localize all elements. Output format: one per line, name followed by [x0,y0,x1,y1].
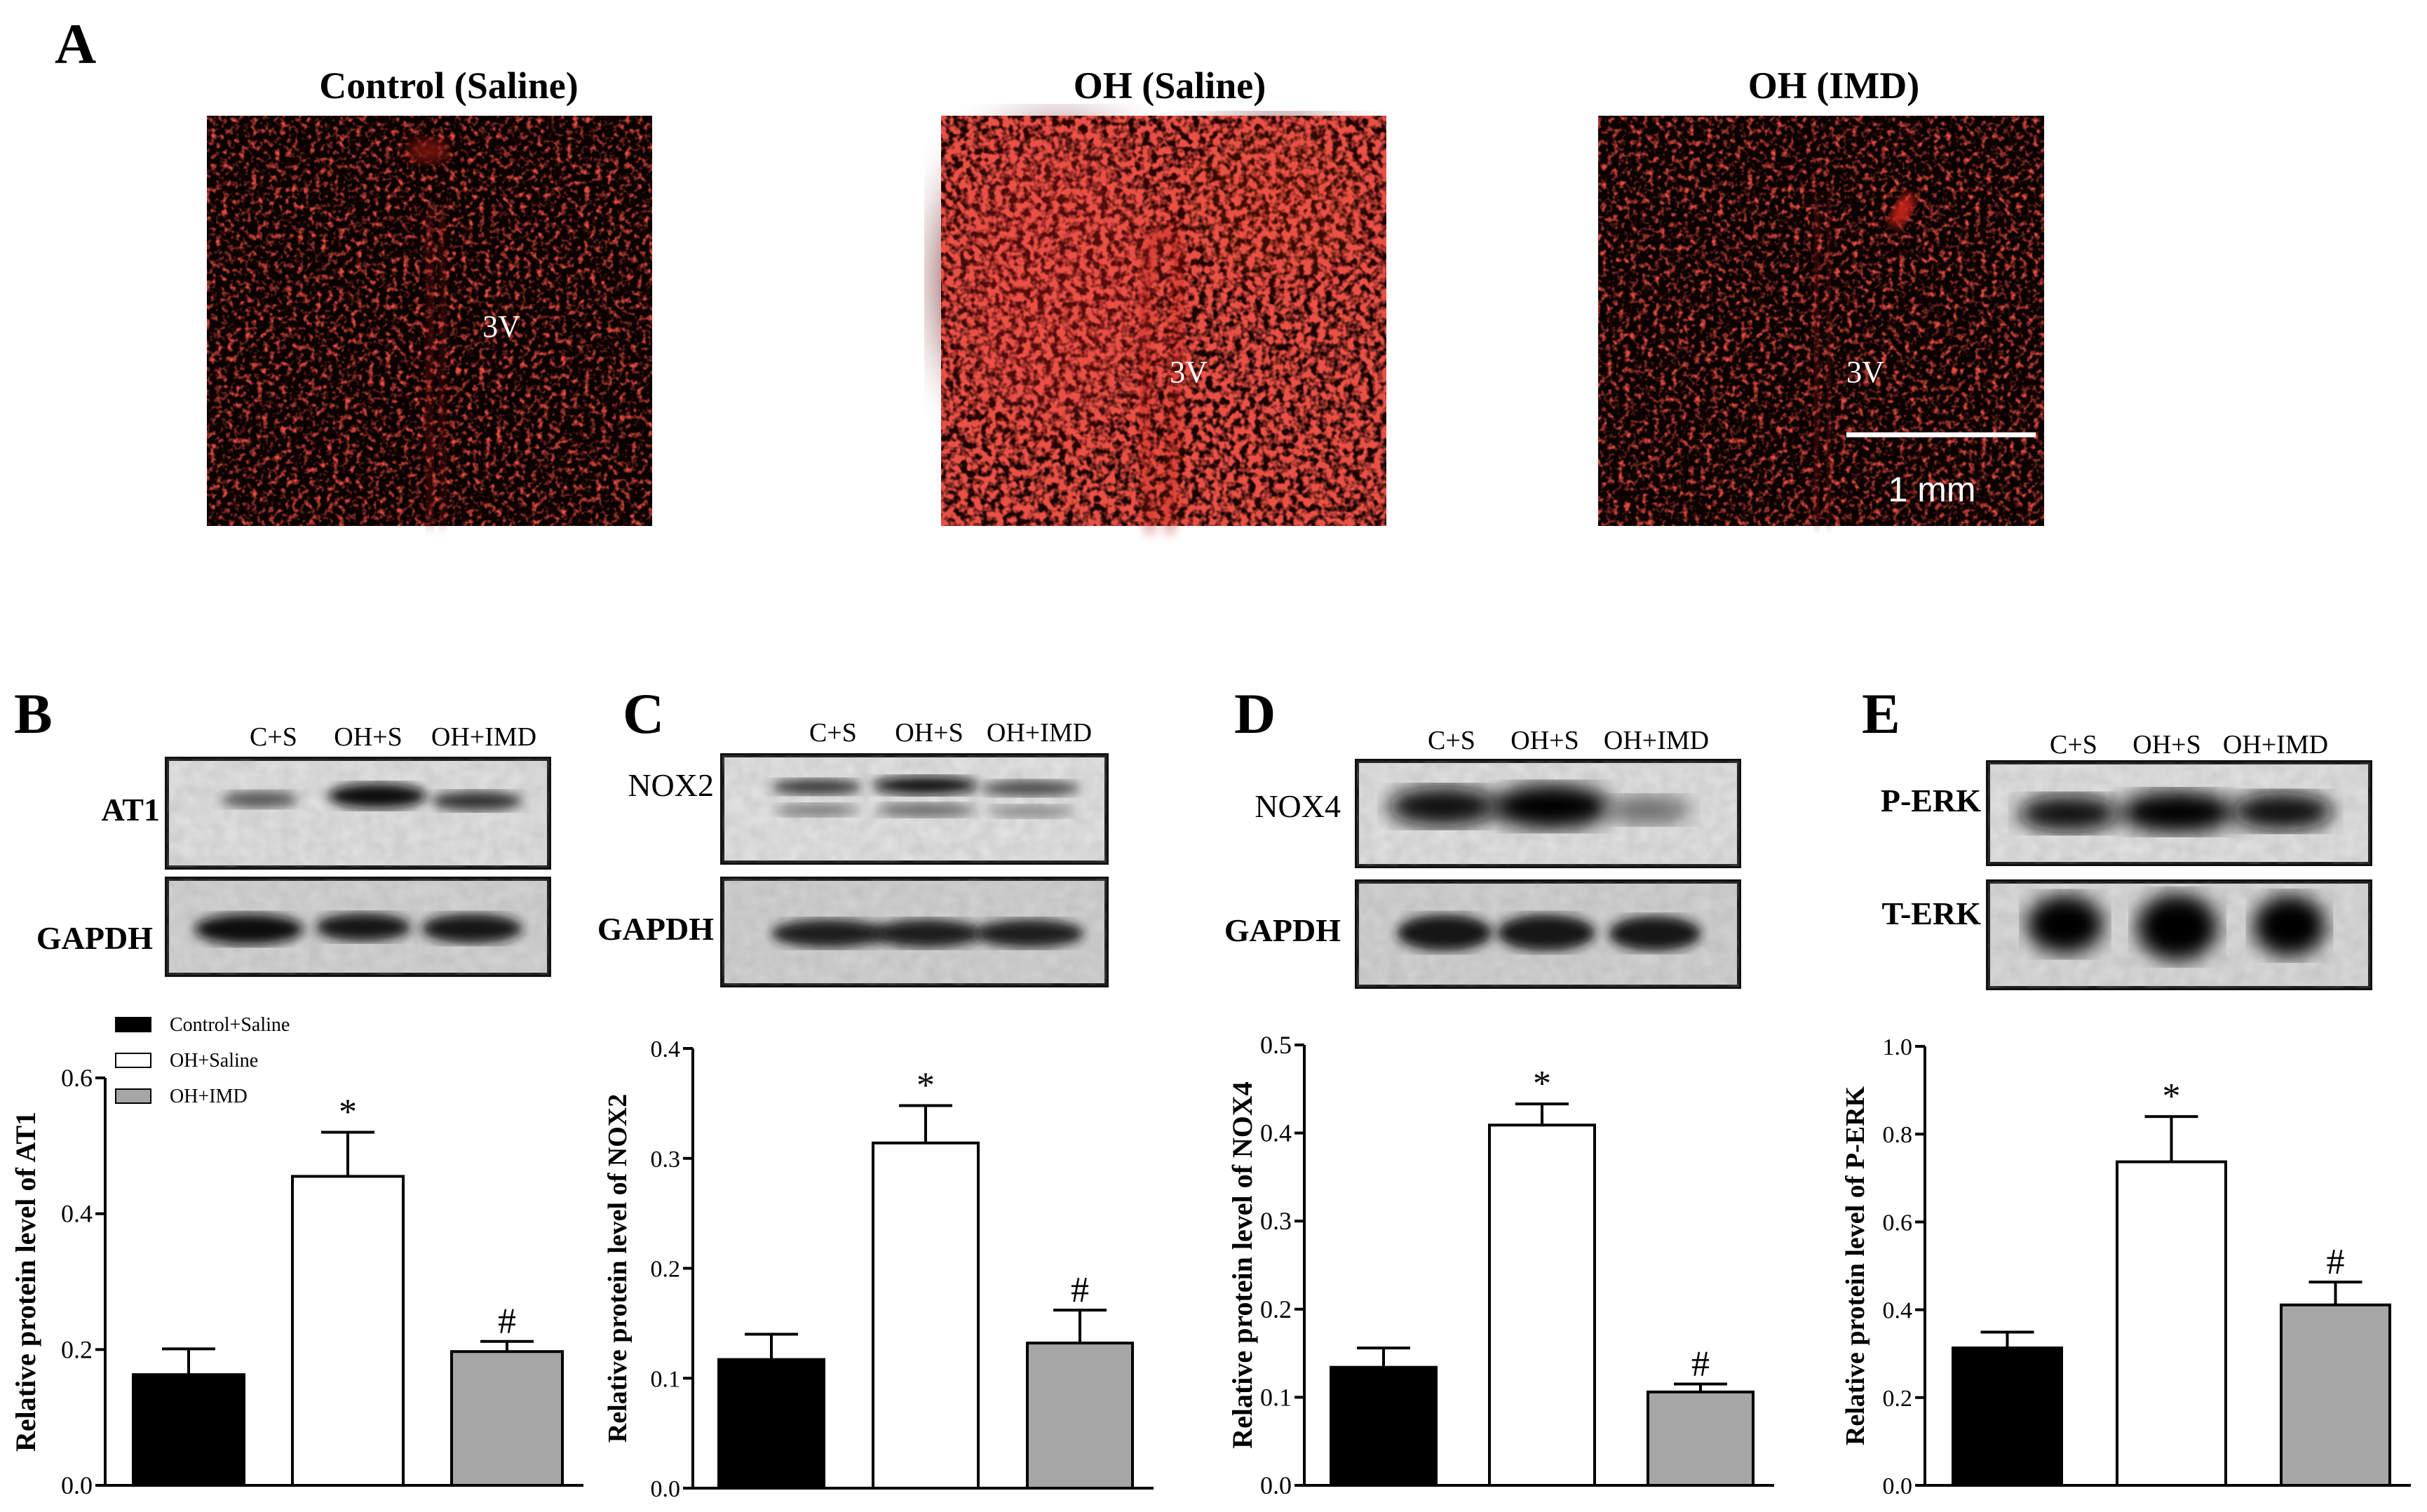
micrograph-oh-imd: OH (IMD) 3V 1 mm [1598,65,2044,527]
third-ventricle-label: 3V [482,309,520,344]
lane-label: OH+IMD [1604,726,1709,755]
bar [1026,1342,1134,1490]
micrograph-oh-saline: OH (Saline) 3V [941,65,1386,534]
legend-swatch-oh-saline [115,1053,151,1068]
legend-swatch-oh-imd [115,1088,151,1104]
blot-target-label: NOX2 [628,767,714,803]
lane-label: C+S [2050,730,2097,760]
lane-label: OH+S [334,722,402,752]
lane-label: OH+IMD [2223,730,2328,760]
significance-asterisk: * [339,1092,357,1132]
bar [291,1175,405,1487]
micrograph-title: Control (Saline) [319,65,579,107]
y-tick-label: 0.6 [61,1064,93,1092]
blot-loading-label: T-ERK [1882,896,1982,931]
y-tick-label: 0.0 [651,1476,681,1502]
legend-label: OH+Saline [170,1050,258,1072]
bar [717,1358,825,1490]
bar-chart-e: 0.0 0.2 0.4 0.6 0.8 1.0 Relative protein level… [1841,1034,2411,1499]
panel-letter-c: C [623,682,664,745]
western-blot-c: C+S OH+S OH+IMD NOX2 GAPDH [597,718,1109,987]
micrograph-control-saline: Control (Saline) 3V [207,65,652,527]
lane-label: OH+S [2132,730,2200,760]
y-tick-label: 0.4 [651,1037,681,1062]
significance-hash: # [498,1302,516,1342]
lane-label: OH+S [895,718,963,748]
bar [450,1350,564,1487]
panel-letter-e: E [1862,682,1900,745]
micrograph-title: OH (IMD) [1748,65,1919,107]
bar-chart-c: 0.0 0.1 0.2 0.3 0.4 Relative protein level of… [603,1037,1154,1502]
y-tick-label: 0.1 [1260,1383,1292,1411]
panel-letter-b: B [14,682,53,745]
significance-asterisk: * [2163,1076,2181,1116]
bar [2116,1160,2227,1487]
legend-swatch-control-saline [115,1017,151,1032]
bar-chart-b: 0.0 0.2 0.4 0.6 Relative protein level of AT… [10,1064,583,1499]
y-tick-label: 0.3 [651,1147,681,1173]
y-tick-label: 0.2 [651,1257,681,1283]
third-ventricle-label: 3V [1846,355,1884,389]
western-blot-b: C+S OH+S OH+IMD AT1 GAPDH [36,722,551,977]
y-tick-label: 0.0 [61,1471,93,1499]
panel-letter-d: D [1234,682,1276,745]
y-axis-label: Relative protein level of AT1 [10,1112,41,1452]
y-tick-label: 0.0 [1883,1473,1913,1499]
bar [872,1141,980,1490]
y-axis-label: Relative protein level of NOX4 [1226,1081,1258,1449]
western-blot-d: C+S OH+S OH+IMD NOX4 GAPDH [1224,726,1741,989]
third-ventricle-label: 3V [1170,355,1208,389]
legend-label: Control+Saline [170,1014,290,1036]
y-tick-label: 0.4 [1883,1298,1913,1324]
panel-letter-a: A [55,12,96,76]
legend-label: OH+IMD [170,1086,248,1107]
blot-target-label: P-ERK [1881,783,1981,818]
y-axis-label: Relative protein level of NOX2 [603,1094,633,1443]
bar [1952,1346,2063,1487]
blot-loading-label: GAPDH [36,920,153,956]
lane-label: OH+S [1510,726,1578,755]
y-tick-label: 0.4 [1260,1119,1292,1147]
significance-asterisk: * [917,1066,935,1106]
y-tick-label: 1.0 [1883,1034,1913,1060]
bar [1330,1365,1438,1487]
y-tick-label: 0.1 [651,1366,681,1392]
y-axis-label: Relative protein level of P-ERK [1841,1086,1870,1445]
western-blot-e: C+S OH+S OH+IMD P-ERK T-ERK [1881,730,2372,990]
bar [1488,1123,1596,1487]
bar [132,1373,245,1487]
y-tick-label: 0.5 [1260,1031,1292,1059]
y-tick-label: 0.3 [1260,1207,1292,1235]
significance-hash: # [1071,1270,1089,1310]
significance-hash: # [2327,1242,2345,1282]
blot-target-label: AT1 [102,792,161,828]
lane-label: C+S [809,718,857,748]
blot-target-label: NOX4 [1255,788,1341,824]
blot-loading-label: GAPDH [597,911,714,947]
y-tick-label: 0.2 [1883,1386,1913,1412]
lane-label: OH+IMD [987,718,1092,748]
y-tick-label: 0.4 [61,1200,93,1228]
chart-legend: Control+Saline OH+Saline OH+IMD [115,1014,290,1107]
bar [2280,1303,2391,1487]
scale-bar-label: 1 mm [1888,470,1976,509]
y-tick-label: 0.2 [1260,1295,1292,1323]
lane-label: C+S [250,722,297,752]
y-tick-label: 0.8 [1883,1122,1913,1148]
y-tick-label: 0.2 [61,1335,93,1363]
y-tick-label: 0.6 [1883,1210,1913,1236]
significance-asterisk: * [1533,1064,1551,1104]
significance-hash: # [1691,1344,1710,1384]
blot-loading-label: GAPDH [1224,912,1341,948]
lane-label: OH+IMD [431,722,536,752]
y-tick-label: 0.0 [1260,1471,1292,1499]
lane-label: C+S [1428,726,1475,755]
bar [1647,1390,1755,1487]
micrograph-title: OH (Saline) [1074,65,1266,107]
